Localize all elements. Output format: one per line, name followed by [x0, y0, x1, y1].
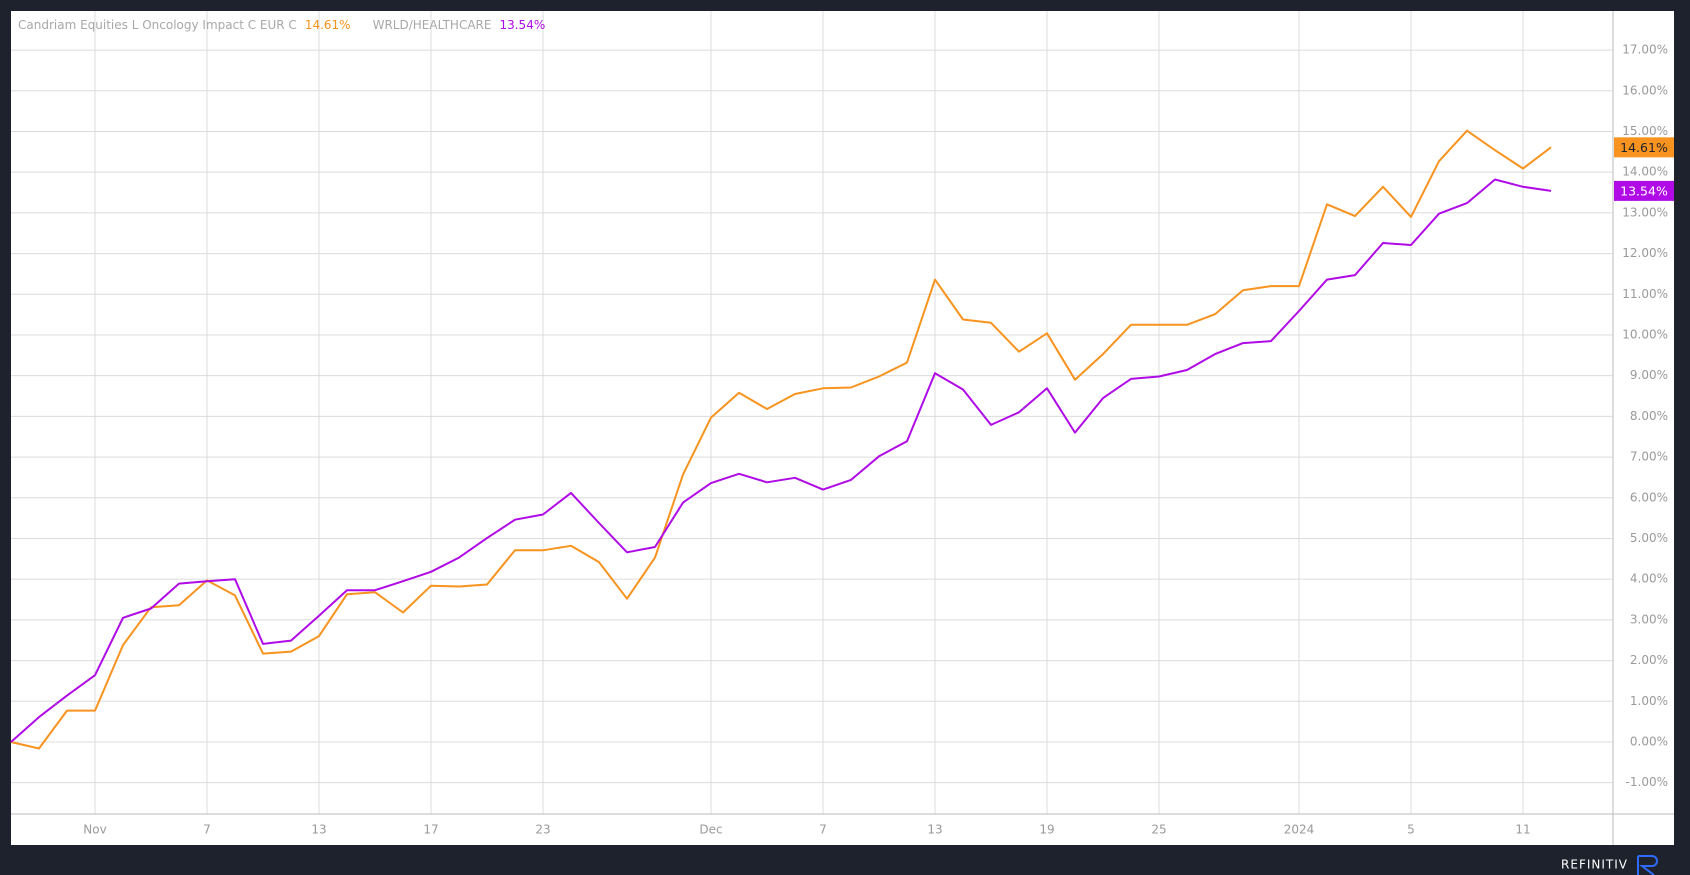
y-tick-label: 5.00%	[1630, 531, 1668, 545]
x-tick-label: 25	[1151, 823, 1166, 837]
x-tick-label: 7	[819, 823, 827, 837]
y-tick-label: 7.00%	[1630, 450, 1668, 464]
y-tick-label: 0.00%	[1630, 734, 1668, 748]
x-tick-label: 13	[311, 823, 326, 837]
y-tick-label: 15.00%	[1622, 124, 1668, 138]
y-tick-label: -1.00%	[1626, 775, 1668, 789]
legend-value: 14.61%	[305, 18, 351, 32]
x-tick-label: 23	[535, 823, 550, 837]
brand: REFINITIV	[1561, 858, 1628, 872]
last-value-tag	[1614, 137, 1674, 158]
y-tick-label: 2.00%	[1630, 653, 1668, 667]
x-tick-label: Dec	[699, 823, 722, 837]
last-value-tag	[1614, 180, 1674, 201]
x-tick-label: 11	[1515, 823, 1530, 837]
chart-panel	[11, 11, 1674, 845]
y-tick-label: 10.00%	[1622, 327, 1668, 341]
y-tick-label: 17.00%	[1622, 43, 1668, 57]
grid	[11, 11, 1613, 814]
x-tick-label: 5	[1407, 823, 1415, 837]
y-tick-label: 4.00%	[1630, 572, 1668, 586]
x-tick-label: Nov	[83, 823, 106, 837]
y-tick-label: 3.00%	[1630, 612, 1668, 626]
x-tick-label: 13	[927, 823, 942, 837]
x-tick-label: 19	[1039, 823, 1054, 837]
x-tick-label: 7	[203, 823, 211, 837]
legend-value: 13.54%	[499, 18, 545, 32]
y-tick-label: 14.00%	[1622, 165, 1668, 179]
y-tick-label: 13.00%	[1622, 205, 1668, 219]
y-tick-label: 12.00%	[1622, 246, 1668, 260]
legend: Candriam Equities L Oncology Impact C EU…	[18, 18, 545, 32]
series-line	[10, 178, 1552, 743]
axes: -1.00% 0.00% 1.00% 2.00% 3.00% 4.00% 5.00% 6.00…	[83, 43, 1674, 837]
y-tick-label: 6.00%	[1630, 490, 1668, 504]
last-value-label: 13.54%	[1620, 183, 1668, 198]
y-tick-label: 1.00%	[1630, 694, 1668, 708]
legend-name: Candriam Equities L Oncology Impact C EU…	[18, 18, 297, 32]
y-tick-label: 8.00%	[1630, 409, 1668, 423]
x-tick-label: 2024	[1284, 823, 1315, 837]
legend-name: WRLD/HEALTHCARE	[373, 18, 492, 32]
brand-logo	[1637, 855, 1658, 875]
last-value-label: 14.61%	[1620, 140, 1668, 155]
y-tick-label: 11.00%	[1622, 287, 1668, 301]
y-tick-label: 16.00%	[1622, 83, 1668, 97]
series-line	[10, 129, 1552, 750]
y-tick-label: 9.00%	[1630, 368, 1668, 382]
plot	[10, 129, 1552, 750]
x-tick-label: 17	[423, 823, 438, 837]
